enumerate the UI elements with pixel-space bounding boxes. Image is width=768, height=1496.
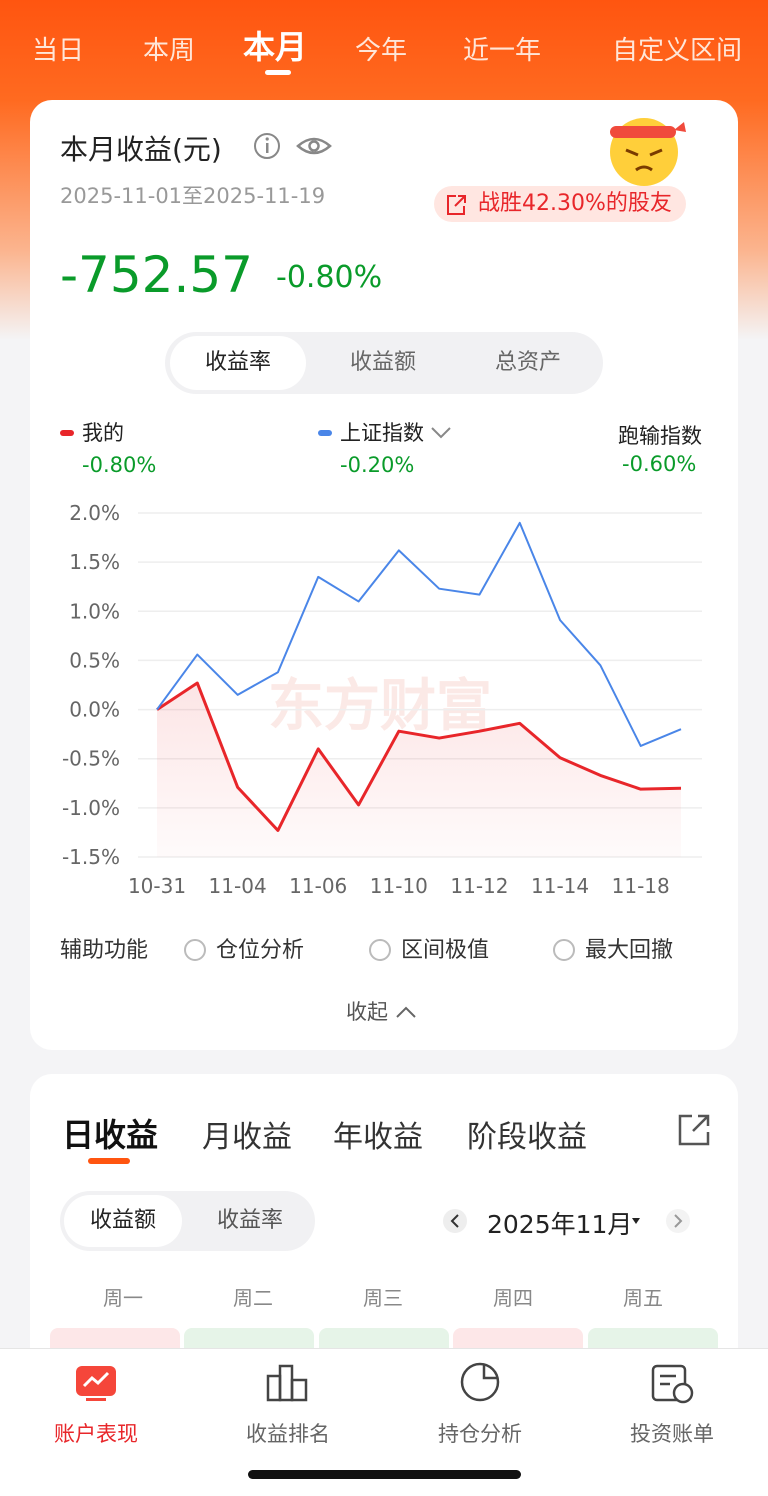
chevron — [395, 1006, 416, 1018]
tab[interactable]: 近一年 — [463, 36, 542, 66]
series-line — [156, 521, 682, 747]
x-tick-label: 11-12 — [450, 874, 508, 898]
rank-badge[interactable]: 战胜42.30%的股友 — [434, 186, 686, 222]
legend-label: 上证指数 — [340, 421, 424, 445]
legend-swatch — [60, 430, 74, 436]
y-tick-label: -0.5% — [62, 747, 120, 771]
income-tab[interactable]: 年收益 — [333, 1120, 423, 1155]
emoji — [610, 118, 686, 186]
weekday: 周三 — [363, 1286, 403, 1310]
x-tick-label: 11-14 — [531, 874, 589, 898]
income-tab[interactable]: 月收益 — [202, 1120, 292, 1155]
tab[interactable]: 今年 — [355, 36, 408, 66]
amount: -752.57 — [60, 246, 253, 304]
badge-text: 战胜42.30%的股友 — [478, 191, 672, 216]
date-range: 2025-11-01至2025-11-19 — [60, 184, 326, 208]
tab-indicator — [265, 70, 291, 75]
icons[interactable] — [252, 130, 338, 164]
x-tick-label: 11-10 — [370, 874, 428, 898]
weekday: 周二 — [233, 1286, 273, 1310]
segment[interactable]: 总资产 — [494, 350, 561, 375]
aux-option[interactable]: 区间极值 — [369, 932, 489, 964]
nav-item[interactable]: 持仓分析 — [438, 1422, 522, 1446]
weekday: 周五 — [623, 1286, 663, 1310]
y-tick-label: -1.5% — [62, 845, 120, 869]
tab[interactable]: 本周 — [143, 36, 196, 66]
aux-option-text: 最大回撤 — [585, 938, 674, 963]
dropdown-icon — [431, 427, 451, 439]
share-icon[interactable] — [676, 1112, 712, 1148]
tab[interactable]: 当日 — [32, 36, 85, 66]
chart: 我的 -0.80% 上证指数 -0.20% 东方财富 2.0% 1.5% 1.0% 0.5% 0.… — [60, 421, 702, 898]
income-tab-indicator — [88, 1158, 130, 1164]
tab-active[interactable]: 本月 — [243, 28, 308, 66]
segment[interactable]: 收益额 — [349, 350, 416, 375]
segment-active[interactable]: 收益率 — [170, 336, 306, 390]
nav-item-active[interactable]: 账户表现 — [54, 1422, 138, 1446]
legend-swatch — [318, 430, 332, 436]
nav-item[interactable]: 收益排名 — [246, 1422, 330, 1446]
weekday: 周一 — [103, 1286, 143, 1310]
x-tick-label: 11-06 — [289, 874, 347, 898]
watermark: 东方财富 — [268, 674, 492, 739]
y-tick-label: 0.0% — [69, 698, 120, 722]
collapse[interactable]: 收起 — [346, 996, 417, 1026]
x-tick-label: 10-31 — [128, 874, 186, 898]
aux-option-text: 区间极值 — [401, 938, 490, 963]
income-tab-active[interactable]: 日收益 — [62, 1116, 159, 1154]
area — [157, 683, 681, 857]
series-line — [156, 681, 682, 832]
toggle-active[interactable]: 收益额 — [64, 1195, 182, 1247]
summary-title: 本月收益(元) — [60, 133, 222, 166]
home-indicator — [248, 1470, 521, 1479]
month-arrows[interactable] — [442, 1208, 692, 1234]
y-tick-label: 1.0% — [69, 599, 120, 623]
weekday: 周四 — [493, 1286, 533, 1310]
x-tick-label: 11-04 — [209, 874, 267, 898]
benchmark-value: -0.60% — [622, 452, 697, 476]
toggle[interactable]: 收益率 — [216, 1208, 283, 1233]
month[interactable]: 2025年11月 — [487, 1210, 633, 1239]
income-tab[interactable]: 阶段收益 — [467, 1120, 587, 1155]
x-tick-label: 11-18 — [612, 874, 670, 898]
rate: -0.80% — [276, 260, 383, 295]
nav-icons — [76, 1362, 694, 1404]
legend-value: -0.20% — [340, 453, 414, 477]
tab[interactable]: 自定义区间 — [612, 36, 743, 66]
y-tick-label: -1.0% — [62, 796, 120, 820]
share-icon — [447, 195, 466, 215]
y-tick-label: 0.5% — [69, 648, 120, 672]
benchmark-name: 跑输指数 — [618, 424, 702, 448]
y-tick-label: 1.5% — [69, 550, 120, 574]
aux-option[interactable]: 仓位分析 — [184, 932, 304, 964]
collapse-text: 收起 — [346, 1000, 388, 1024]
summary-card — [30, 100, 738, 1050]
legend-value: -0.80% — [82, 453, 156, 477]
aux-option-text: 仓位分析 — [216, 938, 305, 963]
y-tick-label: 2.0% — [69, 501, 120, 525]
aux-option[interactable]: 最大回撤 — [553, 932, 673, 964]
nav-item[interactable]: 投资账单 — [630, 1422, 714, 1446]
legend-label: 我的 — [82, 421, 124, 445]
aux-label: 辅助功能 — [60, 938, 149, 963]
